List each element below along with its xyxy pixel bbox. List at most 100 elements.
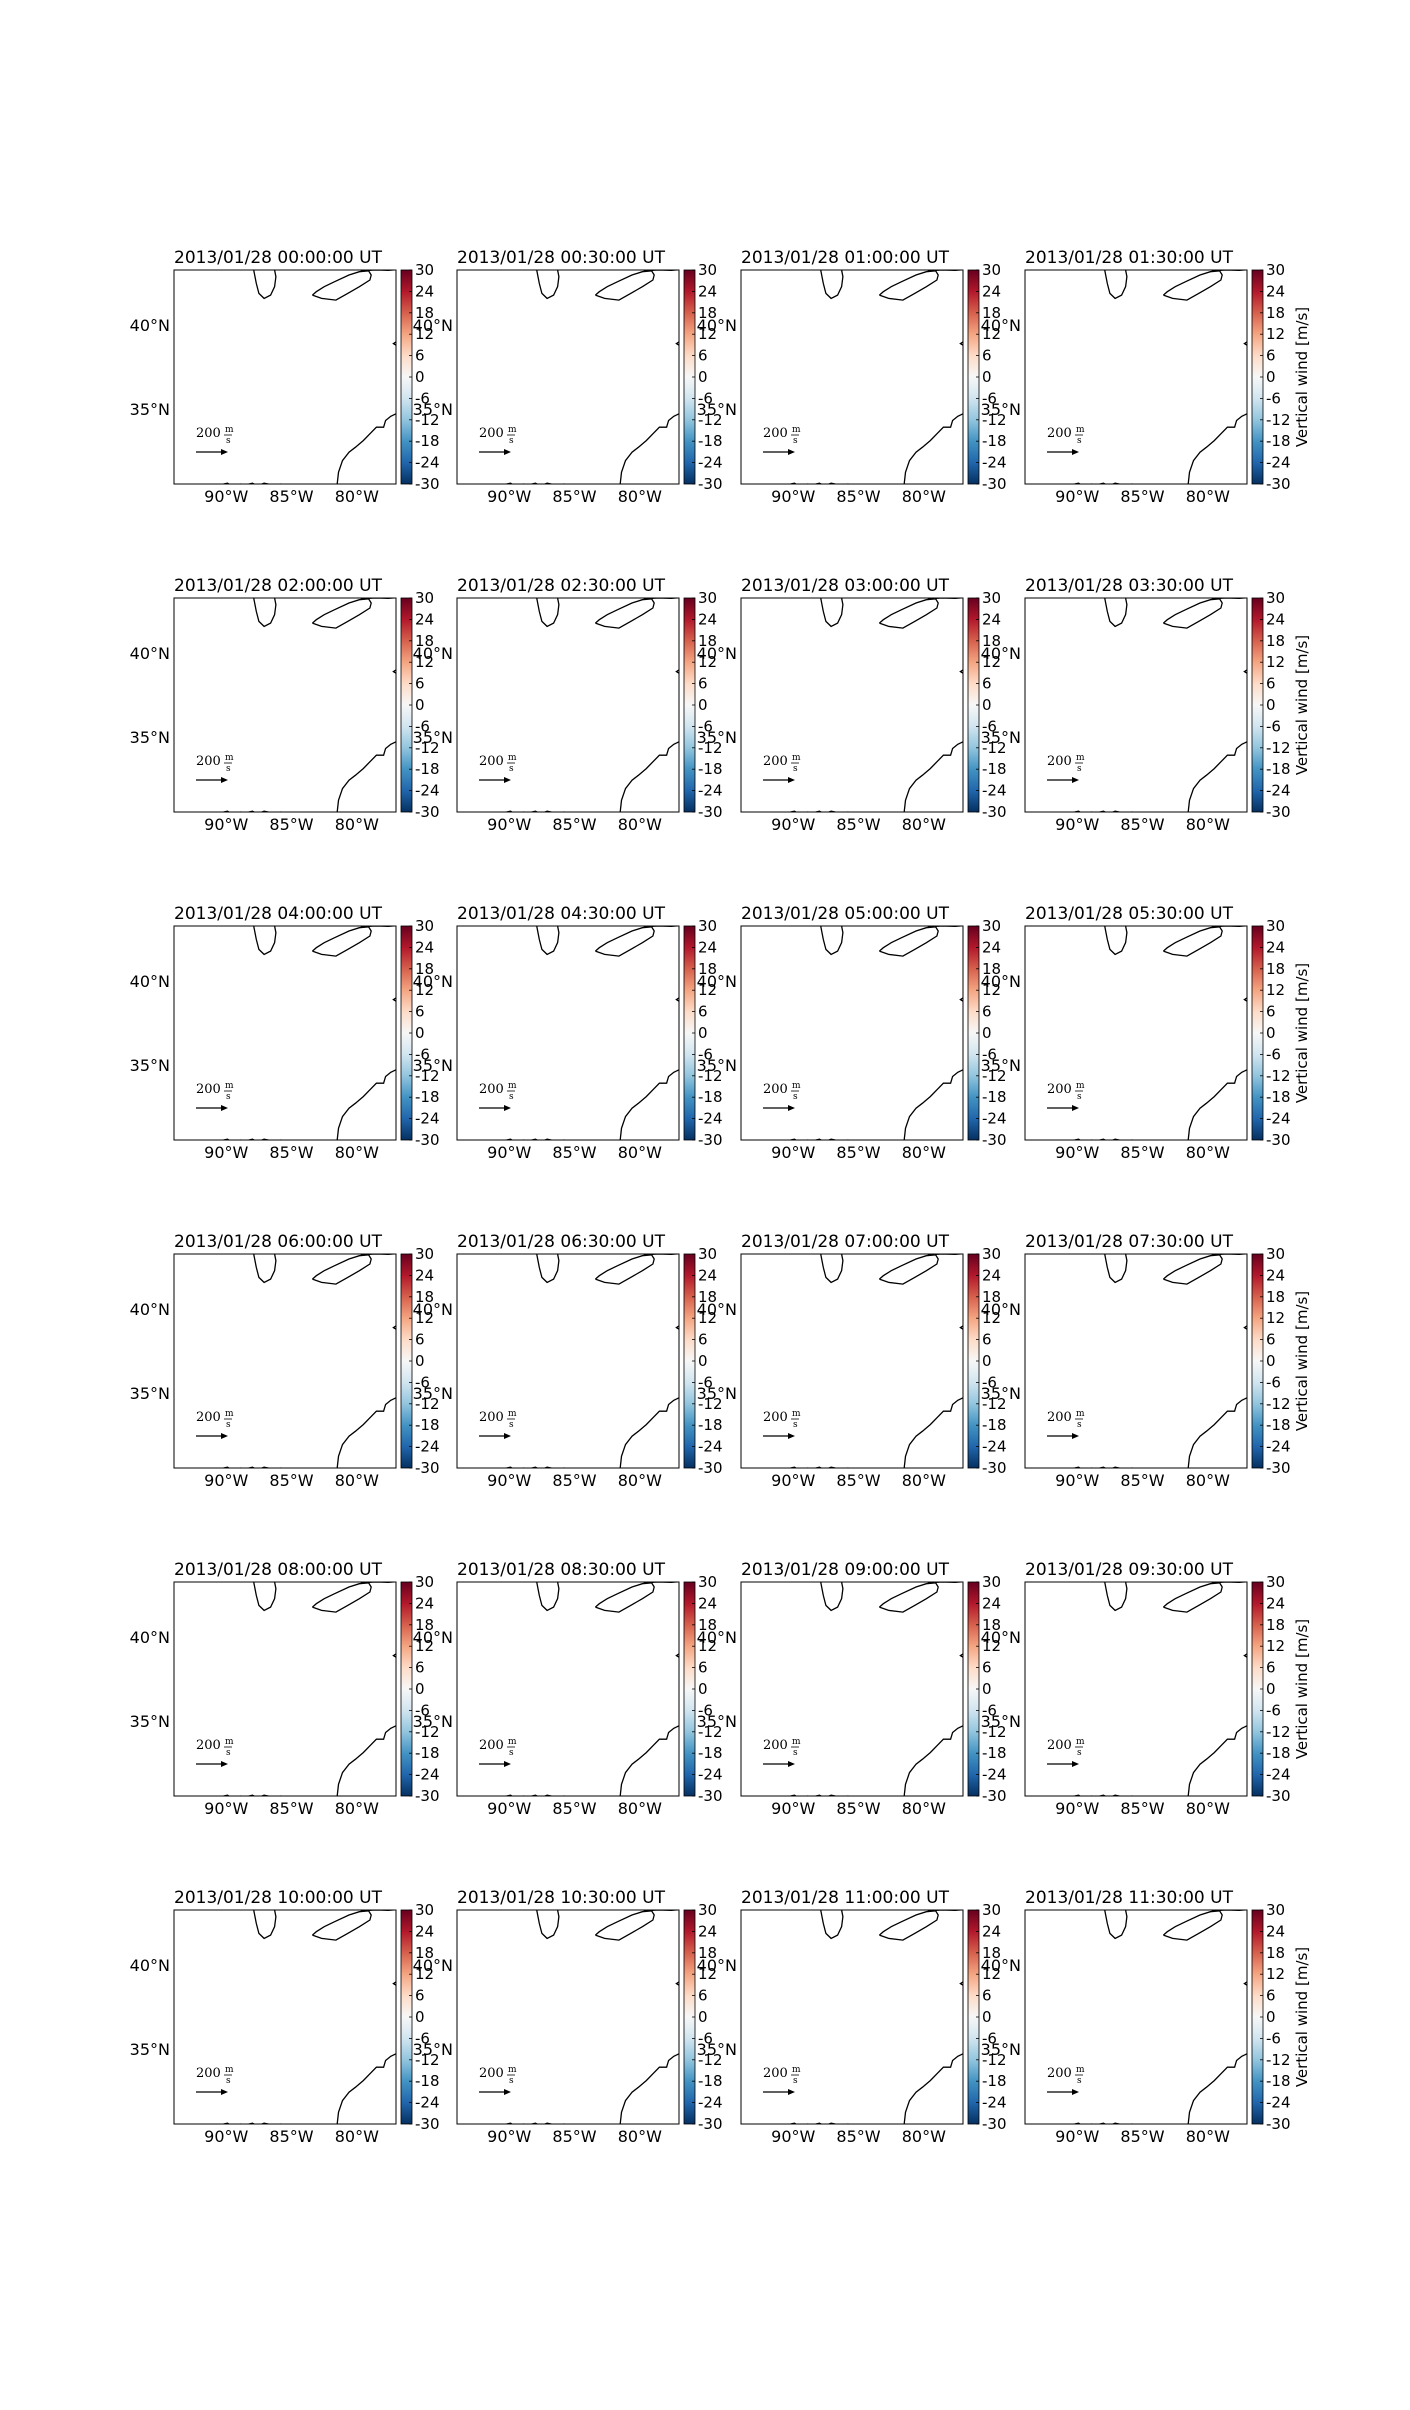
colorbar-tick-label: -24 bbox=[698, 1438, 723, 1456]
map-panel: 2013/01/28 01:00:00 UT 90°W 85°W 80°W 40°N 35… bbox=[697, 248, 1007, 506]
coastlines bbox=[790, 1582, 963, 1796]
colorbar-tick-label: 24 bbox=[415, 282, 434, 300]
colorbar-tick-label: -12 bbox=[415, 411, 440, 429]
colorbar-tick-label: 24 bbox=[698, 1266, 717, 1284]
colorbar-tick-label: 12 bbox=[415, 1309, 434, 1327]
x-tick-label: 90°W bbox=[487, 1143, 531, 1162]
reference-vector-value: 200 bbox=[1047, 426, 1072, 441]
chesapeake-coastline bbox=[1243, 1325, 1247, 1330]
map-frame bbox=[740, 925, 964, 1141]
lake-erie bbox=[878, 598, 939, 629]
x-tick-label: 85°W bbox=[552, 1471, 596, 1490]
reference-vector-value: 200 bbox=[479, 1082, 504, 1097]
reference-vector-arrow-head bbox=[1072, 1105, 1079, 1111]
colorbar-tick-label: -6 bbox=[982, 1373, 997, 1391]
colorbar-tick-label: 18 bbox=[982, 1288, 1001, 1306]
reference-vector-arrow-head bbox=[504, 777, 511, 783]
map-frame bbox=[173, 597, 397, 813]
y-tick-label: 40°N bbox=[130, 1300, 170, 1319]
colorbar-tick-label: 18 bbox=[698, 1288, 717, 1306]
colorbar-tick-label: 24 bbox=[982, 1922, 1001, 1940]
panel-title: 2013/01/28 08:30:00 UT bbox=[457, 1560, 666, 1580]
colorbar-tick-label: 24 bbox=[415, 938, 434, 956]
colorbar-tick-label: -30 bbox=[698, 2115, 723, 2133]
colorbar-tick-label: -6 bbox=[1266, 1373, 1281, 1391]
chesapeake-coastline bbox=[675, 1981, 679, 1986]
colorbar-tick-label: -18 bbox=[698, 1416, 723, 1434]
colorbar-tick-label: -30 bbox=[415, 803, 440, 821]
lake-michigan bbox=[1104, 598, 1128, 628]
colorbar-tick-label: -6 bbox=[415, 1373, 430, 1391]
colorbar-tick-label: 12 bbox=[698, 1965, 717, 1983]
colorbar-tick-label: 30 bbox=[698, 589, 717, 607]
y-tick-label: 40°N bbox=[413, 1628, 453, 1647]
lake-michigan bbox=[536, 1254, 560, 1284]
colorbar-tick-label: 0 bbox=[415, 2008, 425, 2026]
map-panel: 2013/01/28 08:30:00 UT 90°W 85°W 80°W 40°N 35… bbox=[413, 1560, 723, 1818]
lake-erie bbox=[594, 926, 655, 957]
colorbar-label: Vertical wind [m/s] bbox=[1293, 963, 1311, 1103]
colorbar-tick-label: -30 bbox=[982, 803, 1007, 821]
colorbar-tick-label: -24 bbox=[982, 2094, 1007, 2112]
reference-vector-value: 200 bbox=[196, 426, 221, 441]
colorbar-tick-label: 24 bbox=[1266, 1266, 1285, 1284]
colorbar-tick-label: 18 bbox=[698, 632, 717, 650]
colorbar-tick-label: 30 bbox=[982, 917, 1001, 935]
map-frame bbox=[456, 1909, 680, 2125]
chesapeake-coastline bbox=[392, 669, 396, 674]
colorbar-tick-label: 30 bbox=[982, 589, 1001, 607]
colorbar-tick-label: -12 bbox=[982, 739, 1007, 757]
panel-title: 2013/01/28 05:30:00 UT bbox=[1025, 904, 1234, 924]
lake-erie bbox=[878, 270, 939, 301]
colorbar-tick-label: -6 bbox=[698, 1045, 713, 1063]
gulf-coastline bbox=[1074, 2122, 1143, 2124]
colorbar-tick-label: 30 bbox=[1266, 589, 1285, 607]
reference-vector-unit-den: s bbox=[509, 764, 514, 774]
reference-vector-value: 200 bbox=[763, 1082, 788, 1097]
x-tick-label: 80°W bbox=[618, 487, 662, 506]
colorbar-tick-label: 12 bbox=[415, 1637, 434, 1655]
map-panel: 2013/01/28 09:00:00 UT 90°W 85°W 80°W 40°N 35… bbox=[697, 1560, 1007, 1818]
y-tick-label: 35°N bbox=[413, 728, 453, 747]
reference-vector-value: 200 bbox=[479, 426, 504, 441]
colorbar-tick-label: -24 bbox=[415, 454, 440, 472]
colorbar-tick-label: 12 bbox=[415, 981, 434, 999]
y-tick-label: 35°N bbox=[697, 1056, 737, 1075]
map-frame bbox=[456, 597, 680, 813]
map-panel: 2013/01/28 05:30:00 UT 90°W 85°W 80°W 40°N 35… bbox=[981, 904, 1311, 1162]
colorbar-tick-label: 30 bbox=[1266, 1901, 1285, 1919]
panel-title: 2013/01/28 10:00:00 UT bbox=[174, 1888, 383, 1908]
x-tick-label: 85°W bbox=[1120, 487, 1164, 506]
y-tick-label: 35°N bbox=[697, 2040, 737, 2059]
x-tick-label: 90°W bbox=[487, 815, 531, 834]
colorbar-tick-label: 30 bbox=[1266, 917, 1285, 935]
colorbar-tick-label: 30 bbox=[415, 1901, 434, 1919]
colorbar-tick-label: 18 bbox=[698, 960, 717, 978]
x-tick-label: 85°W bbox=[836, 2127, 880, 2146]
lake-erie bbox=[878, 1254, 939, 1285]
lake-michigan bbox=[253, 1910, 277, 1940]
x-tick-label: 85°W bbox=[836, 1143, 880, 1162]
colorbar-tick-label: -6 bbox=[1266, 2029, 1281, 2047]
map-panel: 2013/01/28 09:30:00 UT 90°W 85°W 80°W 40°N 35… bbox=[981, 1560, 1311, 1818]
colorbar-tick-label: 12 bbox=[1266, 325, 1285, 343]
colorbar-tick-label: -30 bbox=[1266, 475, 1291, 493]
colorbar-tick-label: 18 bbox=[415, 1944, 434, 1962]
colorbar-tick-label: 12 bbox=[982, 981, 1001, 999]
colorbar-tick-label: 6 bbox=[1266, 1331, 1276, 1349]
colorbar-label: Vertical wind [m/s] bbox=[1293, 1619, 1311, 1759]
colorbar-tick-label: 24 bbox=[982, 610, 1001, 628]
coastlines bbox=[223, 1254, 396, 1468]
y-tick-label: 35°N bbox=[697, 728, 737, 747]
colorbar-tick-label: 24 bbox=[698, 1922, 717, 1940]
reference-vector-unit-den: s bbox=[793, 2076, 798, 2086]
colorbar-tick-label: 12 bbox=[698, 981, 717, 999]
east-coastline bbox=[903, 1725, 963, 1796]
x-tick-label: 90°W bbox=[487, 1799, 531, 1818]
lake-erie bbox=[594, 1582, 655, 1613]
east-coastline bbox=[1187, 1725, 1247, 1796]
colorbar-tick-label: -30 bbox=[698, 1459, 723, 1477]
gulf-coastline bbox=[223, 2122, 292, 2124]
map-panel: 2013/01/28 03:00:00 UT 90°W 85°W 80°W 40°N 35… bbox=[697, 576, 1007, 834]
colorbar-tick-label: 24 bbox=[982, 1266, 1001, 1284]
